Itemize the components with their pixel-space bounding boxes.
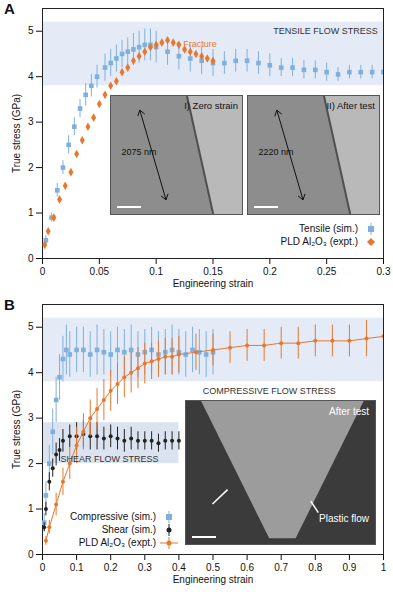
svg-text:0.9: 0.9 <box>342 562 356 573</box>
svg-text:0.5: 0.5 <box>206 562 220 573</box>
svg-text:After test: After test <box>329 406 369 417</box>
svg-text:I) Zero strain: I) Zero strain <box>184 100 238 111</box>
svg-text:2075 nm: 2075 nm <box>121 147 156 157</box>
svg-text:0.6: 0.6 <box>240 562 254 573</box>
svg-text:TENSILE FLOW STRESS: TENSILE FLOW STRESS <box>273 26 378 36</box>
html-text:Compressive (sim.): Compressive (sim.) <box>70 511 157 522</box>
svg-text:0.2: 0.2 <box>263 266 277 277</box>
svg-text:0.3: 0.3 <box>377 266 391 277</box>
svg-text:1: 1 <box>28 207 34 218</box>
svg-text:4: 4 <box>28 71 34 82</box>
svg-text:SHEAR FLOW STRESS: SHEAR FLOW STRESS <box>60 454 158 464</box>
svg-text:0: 0 <box>40 266 46 277</box>
svg-text:4: 4 <box>28 367 34 378</box>
svg-text:5: 5 <box>28 25 34 36</box>
svg-text:II) After test: II) After test <box>326 100 375 111</box>
svg-text:Plastic flow: Plastic flow <box>319 513 370 524</box>
html-text:B: B <box>4 296 15 313</box>
svg-text:2: 2 <box>28 458 34 469</box>
svg-text:COMPRESSIVE FLOW STRESS: COMPRESSIVE FLOW STRESS <box>203 386 336 396</box>
html-text:PLD Al₂O₃ (expt.): PLD Al₂O₃ (expt.) <box>280 236 358 247</box>
svg-text:3: 3 <box>28 116 34 127</box>
svg-text:0: 0 <box>28 549 34 560</box>
svg-text:0.1: 0.1 <box>149 266 163 277</box>
svg-text:0.7: 0.7 <box>274 562 288 573</box>
html-text:A: A <box>4 0 15 17</box>
svg-text:1: 1 <box>381 562 387 573</box>
svg-text:5: 5 <box>28 321 34 332</box>
svg-text:0: 0 <box>40 562 46 573</box>
html-text:PLD Al₂O₃ (expt.): PLD Al₂O₃ (expt.) <box>78 537 157 548</box>
html-text:Tensile (sim.): Tensile (sim.) <box>299 223 358 234</box>
svg-text:0.4: 0.4 <box>172 562 186 573</box>
svg-text:0.1: 0.1 <box>70 562 84 573</box>
html-text:Shear (sim.): Shear (sim.) <box>101 524 157 535</box>
svg-text:0.05: 0.05 <box>90 266 110 277</box>
svg-text:0.3: 0.3 <box>138 562 152 573</box>
svg-text:+ Fracture: + Fracture <box>175 39 216 49</box>
svg-text:Engineering strain: Engineering strain <box>173 278 254 289</box>
svg-text:2220 nm: 2220 nm <box>258 147 293 157</box>
svg-text:3: 3 <box>28 412 34 423</box>
svg-text:0: 0 <box>28 253 34 264</box>
svg-text:True stress (GPa): True stress (GPa) <box>11 94 22 173</box>
svg-text:True stress (GPa): True stress (GPa) <box>11 390 22 469</box>
svg-text:0.8: 0.8 <box>308 562 322 573</box>
svg-text:0.2: 0.2 <box>104 562 118 573</box>
svg-text:0.25: 0.25 <box>317 266 337 277</box>
svg-text:Engineering strain: Engineering strain <box>173 574 254 585</box>
svg-text:1: 1 <box>28 503 34 514</box>
svg-text:2: 2 <box>28 162 34 173</box>
svg-text:0.15: 0.15 <box>203 266 223 277</box>
